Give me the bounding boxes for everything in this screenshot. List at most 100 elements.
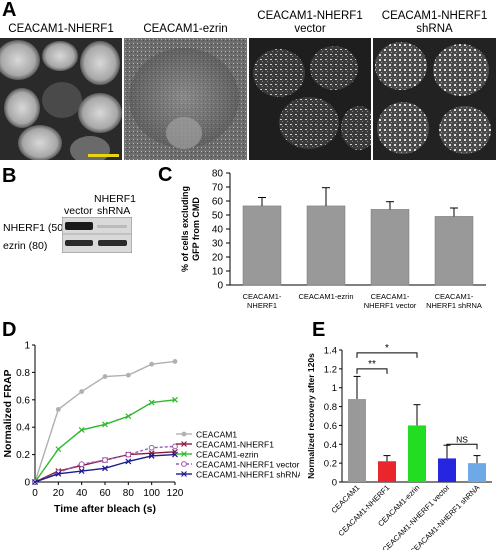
data-point <box>32 479 38 485</box>
y-tick-label: 0 <box>24 478 30 489</box>
legend-marker <box>181 431 187 437</box>
panel-d-label: D <box>2 319 17 341</box>
series-line <box>34 360 176 483</box>
x-tick-label-line: CEACAM1-ezrin <box>298 292 353 301</box>
title-line: CEACAM1-NHERF1 <box>381 10 488 22</box>
data-point <box>125 372 131 378</box>
y-axis-label-line: GFP from CMD <box>191 197 201 261</box>
x-tick-label-line: NHERF1 vector <box>364 301 417 310</box>
x-tick-label: 0 <box>32 488 38 499</box>
data-point <box>125 413 132 420</box>
y-tick-label: 1 <box>24 341 30 352</box>
scale-bar <box>88 154 119 157</box>
x-tick-label: 20 <box>53 488 65 499</box>
x-tick-label: 120 <box>167 488 184 499</box>
y-tick-label: 60 <box>212 197 224 208</box>
data-point <box>172 396 178 403</box>
y-axis-label: % of cells excludingGFP from CMD <box>180 186 201 272</box>
blot-col-shrna: shRNA <box>97 205 131 217</box>
series-line <box>34 399 176 483</box>
y-tick-label: 0.2 <box>324 459 337 470</box>
data-point <box>148 399 155 406</box>
micrograph-ceacam1-ezrin <box>124 38 247 160</box>
blot-row-nherf1: NHERF1 (50) <box>3 222 67 234</box>
y-tick-label: 0.4 <box>324 440 337 451</box>
data-point <box>172 451 178 458</box>
panel-a-label: A <box>2 0 17 21</box>
x-tick-label-line: NHERF1 <box>247 301 277 310</box>
y-tick-label: 0.8 <box>324 402 337 413</box>
significance-label: ** <box>368 359 376 370</box>
title-line: CEACAM1-ezrin <box>143 23 228 35</box>
panel-a-title-1: CEACAM1-NHERF1 <box>0 23 122 36</box>
y-tick-label: 0.2 <box>16 450 30 461</box>
significance-label: * <box>385 343 389 354</box>
legend-marker <box>181 441 187 447</box>
x-tick-label: 100 <box>143 488 160 499</box>
y-axis-label: Normalized recovery after 120s <box>306 353 316 479</box>
y-tick-label: 0.6 <box>324 421 337 432</box>
y-tick-label: 10 <box>212 267 224 278</box>
data-point <box>102 457 108 463</box>
significance-bracket <box>356 352 418 358</box>
panel-e-label: E <box>312 319 326 341</box>
y-tick-label: 30 <box>212 239 224 250</box>
x-tick-label: CEACAM1-NHERF1 <box>336 483 391 538</box>
data-point <box>172 443 178 450</box>
micrograph-ceacam1-nherf1-vector <box>249 38 371 160</box>
x-tick-label: 60 <box>99 488 111 499</box>
bar <box>434 216 474 286</box>
title-line: CEACAM1-NHERF1 <box>257 10 363 22</box>
y-tick-label: 40 <box>212 225 224 236</box>
y-tick-label: 1.2 <box>324 364 337 375</box>
data-point <box>148 453 155 459</box>
data-point <box>149 361 155 367</box>
x-tick-label-line: CEACAM1- <box>243 292 282 301</box>
y-tick-label: 0 <box>217 281 223 292</box>
x-tick-label-line: CEACAM1- <box>371 292 410 301</box>
data-point <box>102 374 108 379</box>
x-tick-label-line: CEACAM1- <box>435 292 474 301</box>
y-tick-label: 0 <box>332 478 337 489</box>
data-point <box>78 461 85 468</box>
title-line: shRNA <box>416 23 453 35</box>
data-point <box>148 444 155 451</box>
panel-a-title-4: CEACAM1-NHERF1 shRNA <box>373 10 496 36</box>
title-line: vector <box>294 23 326 35</box>
y-tick-label: 0.6 <box>16 395 30 406</box>
y-tick-label: 1.4 <box>324 346 337 357</box>
legend-marker <box>181 451 187 457</box>
legend-marker <box>181 471 187 477</box>
panel-b-label: B <box>2 165 17 187</box>
legend-label: CEACAM1-NHERF1 <box>196 439 274 449</box>
data-point <box>125 451 132 458</box>
data-point <box>172 359 178 364</box>
x-tick-label: CEACAM1-NHERF1 <box>243 292 282 310</box>
y-tick-label: 0.8 <box>16 368 30 379</box>
bar <box>348 399 366 482</box>
micrograph-ceacam1-nherf1-shrna <box>373 38 496 160</box>
chart-d-normalized-frap: 0 0.2 0.4 0.6 0.8 1 0 20 40 60 80 100 120 Time after … <box>2 341 300 516</box>
data-point <box>78 468 85 474</box>
panel-c-label: C <box>158 164 173 186</box>
y-tick-label: 50 <box>212 211 224 222</box>
legend-marker <box>181 461 187 467</box>
data-point <box>102 421 108 428</box>
panel-a-title-3: CEACAM1-NHERF1 vector <box>249 10 371 36</box>
y-tick-label: 70 <box>212 183 224 194</box>
x-tick-label: 80 <box>123 488 135 499</box>
bar <box>408 425 426 482</box>
y-tick-label: 1 <box>332 383 337 394</box>
blot-header-nherf1: NHERF1 <box>94 193 137 205</box>
y-tick-label: 0.4 <box>16 423 30 434</box>
data-point <box>55 446 62 453</box>
x-tick-label-line: NHERF1 shRNA <box>426 301 482 310</box>
bar <box>378 461 396 482</box>
panel-a-title-2: CEACAM1-ezrin <box>124 23 247 36</box>
legend-label: CEACAM1 <box>196 429 237 439</box>
x-axis-label: Time after bleach (s) <box>54 503 156 515</box>
bar <box>242 205 282 286</box>
micrograph-ceacam1-nherf1 <box>0 38 122 160</box>
x-tick-label: CEACAM1-ezrin <box>298 292 353 301</box>
chart-e-normalized-recovery: 0 0.2 0.4 0.6 0.8 1 1.2 1.4 Normalized recovery … <box>306 343 492 550</box>
